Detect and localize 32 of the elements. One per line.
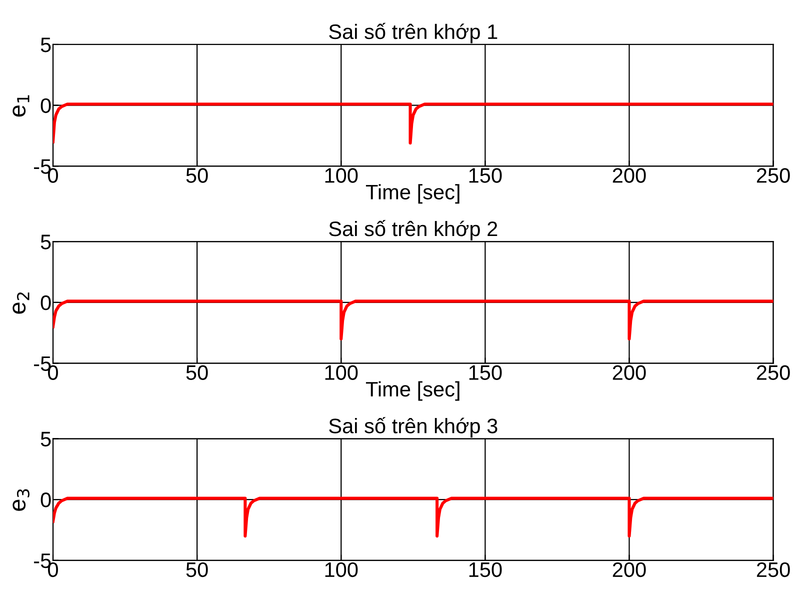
x-tick-label: 150 bbox=[469, 562, 502, 578]
y-axis-title: e$_{1}$ bbox=[12, 95, 30, 117]
y-tick-label: 0 bbox=[40, 492, 51, 508]
y-axis-title: e$_{2}$ bbox=[12, 292, 30, 314]
line-series bbox=[53, 300, 774, 340]
y-tick-label: 0 bbox=[40, 295, 51, 310]
y-tick-label: 5 bbox=[40, 38, 51, 52]
x-tick-label: 200 bbox=[612, 365, 646, 380]
x-tick-label: 100 bbox=[325, 365, 358, 380]
x-tick-label: 150 bbox=[469, 365, 502, 380]
x-tick-label: 200 bbox=[612, 562, 646, 578]
chart-title: Sai số trên khớp 3 bbox=[329, 417, 498, 438]
x-axis-title: Time [sec] bbox=[366, 381, 460, 401]
x-tick-label: 250 bbox=[756, 562, 790, 578]
y-tick-label: 5 bbox=[40, 234, 51, 250]
x-tick-label: 100 bbox=[325, 168, 358, 183]
x-tick-label: 250 bbox=[756, 365, 790, 380]
x-tick-label: 250 bbox=[756, 168, 790, 183]
x-tick-label: 50 bbox=[186, 168, 208, 183]
x-tick-label: 100 bbox=[325, 562, 358, 578]
x-tick-label: 150 bbox=[469, 168, 502, 183]
line-series bbox=[53, 102, 774, 145]
y-tick-label: 0 bbox=[40, 98, 51, 114]
x-axis-title: Time [sec] bbox=[366, 184, 460, 204]
line-series bbox=[53, 496, 774, 538]
chart-title: Sai số trên khớp 2 bbox=[329, 220, 498, 240]
y-axis-title: e$_{3}$ bbox=[12, 489, 30, 511]
chart-title: Sai số trên khớp 1 bbox=[329, 22, 498, 44]
x-tick-label: 50 bbox=[186, 562, 208, 578]
x-tick-label: 200 bbox=[612, 168, 646, 183]
y-tick-label: 5 bbox=[40, 432, 51, 446]
x-tick-label: 50 bbox=[186, 365, 208, 380]
